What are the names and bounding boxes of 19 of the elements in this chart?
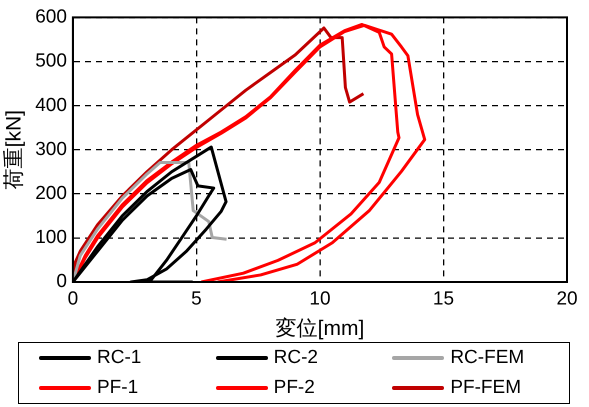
legend-label: PF-1 [97, 377, 138, 399]
y-tick-label: 200 [35, 183, 67, 204]
legend-label: PF-2 [274, 377, 315, 399]
y-tick-label: 500 [35, 50, 67, 72]
y-tick-label: 0 [56, 271, 67, 292]
x-tick-label: 15 [432, 288, 454, 310]
x-tick-label: 20 [556, 288, 578, 310]
y-tick-label: 600 [35, 6, 67, 28]
legend-label: RC-2 [274, 347, 318, 369]
legend-label: PF-FEM [450, 377, 522, 399]
x-tick-label: 10 [309, 288, 331, 310]
y-tick-label: 300 [35, 138, 67, 160]
legend-label: RC-1 [97, 347, 142, 369]
y-tick-label: 400 [35, 94, 67, 116]
legend-label: RC-FEM [450, 347, 524, 369]
y-axis-title: 荷重[kN] [2, 110, 26, 190]
x-axis-title: 変位[mm] [276, 317, 364, 340]
x-tick-label: 5 [191, 288, 202, 310]
y-tick-label: 100 [35, 227, 67, 248]
